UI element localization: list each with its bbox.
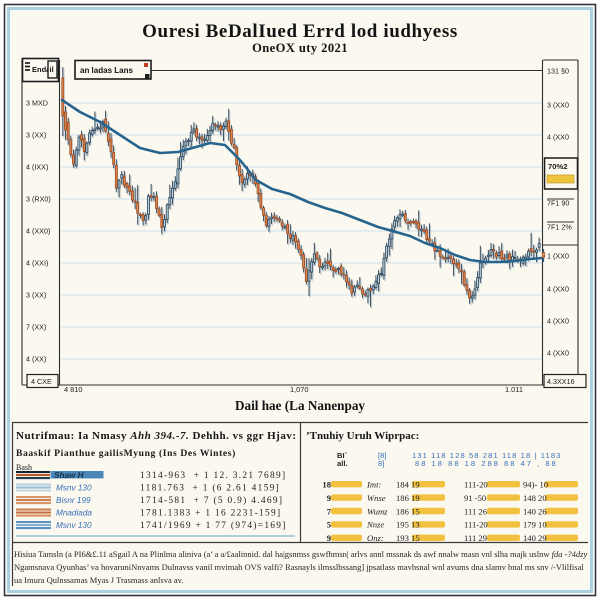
svg-text:7F1 2%: 7F1 2% [547, 223, 572, 232]
svg-text:1 (XX0: 1 (XX0 [547, 252, 569, 261]
svg-text:7F1 90: 7F1 90 [547, 199, 569, 208]
svg-text:1714-581 + 7 (5 0.9) 4.469]: 1714-581 + 7 (5 0.9) 4.469] [140, 495, 283, 506]
svg-text:4.3XX16: 4.3XX16 [547, 377, 575, 386]
svg-text:131 118 128 58 281 118 18 | 11: 131 118 128 58 281 118 18 | 1183 [412, 451, 562, 460]
svg-text:186 19: 186 19 [396, 493, 420, 503]
svg-text:94)- 10: 94)- 10 [523, 480, 548, 490]
svg-text:all.: all. [337, 459, 348, 468]
svg-text:4 (XX): 4 (XX) [26, 355, 46, 364]
svg-text:195 13: 195 13 [396, 520, 420, 530]
svg-text:140 29: 140 29 [523, 533, 547, 543]
svg-text:Enda: Enda [32, 65, 51, 74]
svg-text:Dail hae (La Nanenpay: Dail hae (La Nanenpay [235, 398, 365, 413]
svg-text:4 (XXI): 4 (XXI) [26, 259, 48, 268]
svg-text:91 -50: 91 -50 [464, 493, 486, 503]
svg-text:Mnadiada: Mnadiada [56, 509, 92, 518]
svg-text:179 10: 179 10 [523, 520, 547, 530]
svg-text:Nutrifmau: Ia Nmasy Ahh 394.-7: Nutrifmau: Ia Nmasy Ahh 394.-7. Dehhh. v… [16, 430, 296, 442]
svg-text:5: 5 [327, 520, 331, 530]
svg-text:Nnze: Nnze [366, 520, 384, 530]
svg-text:Ouresi BeDalIued Errd lod iudh: Ouresi BeDalIued Errd lod iudhyess [142, 21, 458, 42]
svg-text:186 15: 186 15 [396, 506, 420, 516]
svg-text:70%2: 70%2 [548, 162, 567, 171]
svg-text:3 (XX0: 3 (XX0 [547, 101, 569, 110]
svg-text:Wnse: Wnse [367, 493, 386, 503]
svg-text:111-20: 111-20 [464, 520, 488, 530]
svg-text:4 (XX0: 4 (XX0 [547, 349, 569, 358]
svg-text:Wumz: Wumz [367, 506, 388, 516]
svg-text:OneOX uty 2021: OneOX uty 2021 [252, 41, 348, 55]
svg-text:1741/1969 + 1 77 (974)=169]: 1741/1969 + 1 77 (974)=169] [140, 520, 287, 531]
svg-text:4 (XX0: 4 (XX0 [547, 317, 569, 326]
svg-text:Bisnr 199: Bisnr 199 [56, 496, 91, 505]
svg-text:140 26: 140 26 [523, 506, 547, 516]
svg-text:3 (XX): 3 (XX) [26, 291, 46, 300]
svg-text:148 20: 148 20 [523, 493, 547, 503]
svg-text:18: 18 [322, 480, 331, 490]
svg-text:111-20: 111-20 [464, 480, 488, 490]
svg-text:Shaw H: Shaw H [54, 471, 85, 480]
svg-text:4 810: 4 810 [64, 385, 83, 394]
svg-text:1181.763 + 1 (6 2.61 4159]: 1181.763 + 1 (6 2.61 4159] [140, 483, 280, 494]
svg-text:9: 9 [327, 533, 331, 543]
svg-text:111 29: 111 29 [464, 533, 487, 543]
svg-text:8]: 8] [378, 459, 384, 468]
svg-text:111 26: 111 26 [464, 506, 488, 516]
svg-text:Hisiua Tamsln (a PI6&£.11 aSga: Hisiua Tamsln (a PI6&£.11 aSgail A na Pl… [14, 549, 587, 559]
svg-text:1781.1383 + 1 16 2231-159]: 1781.1383 + 1 16 2231-159] [140, 509, 281, 519]
svg-text:4 (XX0: 4 (XX0 [547, 133, 569, 142]
svg-text:7 (XX): 7 (XX) [26, 323, 46, 332]
svg-text:193 15: 193 15 [396, 533, 420, 543]
svg-text:1314-963 + 1 12. 3.21 7689]: 1314-963 + 1 12. 3.21 7689] [140, 471, 286, 481]
svg-text:4 CXE: 4 CXE [31, 377, 52, 386]
svg-text:4 (IXX): 4 (IXX) [26, 163, 48, 172]
svg-text:BI´: BI´ [337, 451, 348, 460]
svg-text:Msnv 130: Msnv 130 [56, 484, 92, 493]
svg-text:Onz:: Onz: [367, 533, 384, 543]
svg-text:Imt:: Imt: [366, 480, 381, 490]
svg-text:3 (RX0): 3 (RX0) [26, 195, 51, 204]
svg-text:88 18 88 18 288 88 47 , 88: 88 18 88 18 288 88 47 , 88 [415, 459, 558, 468]
svg-text:Ngamsnava Qyunbas’ va hovarun: Ngamsnava Qyunbas’ va hovaruniNnvams Dul… [14, 562, 584, 572]
svg-text:il: il [50, 65, 54, 74]
svg-text:3 (XX): 3 (XX) [26, 131, 46, 140]
svg-text:Msnv 130: Msnv 130 [56, 521, 92, 530]
svg-text:[8]: [8] [378, 451, 386, 460]
svg-text:184 19: 184 19 [396, 480, 420, 490]
svg-text:Baaskif Pianthue gailisMyung (: Baaskif Pianthue gailisMyung (Ins Des Wi… [16, 448, 236, 459]
svg-text:1.011: 1.011 [505, 385, 523, 394]
svg-text:4 (XX0): 4 (XX0) [26, 227, 50, 236]
svg-text:7: 7 [327, 506, 332, 516]
svg-text:1,070: 1,070 [290, 385, 309, 394]
svg-text:3 MXD: 3 MXD [26, 99, 48, 108]
svg-text:’Tnuhiy Uruh Wiprpac:: ’Tnuhiy Uruh Wiprpac: [306, 430, 419, 442]
svg-text:an ladas Lans: an ladas Lans [80, 66, 133, 75]
svg-text:131 §0: 131 §0 [547, 67, 569, 76]
svg-text:Bash: Bash [16, 463, 32, 472]
svg-text:ua Imura Qulnssamas Myas J Tra: ua Imura Qulnssamas Myas J Trasmass anls… [14, 575, 183, 585]
svg-text:4 (XX0: 4 (XX0 [547, 285, 569, 294]
svg-text:9: 9 [327, 493, 331, 503]
